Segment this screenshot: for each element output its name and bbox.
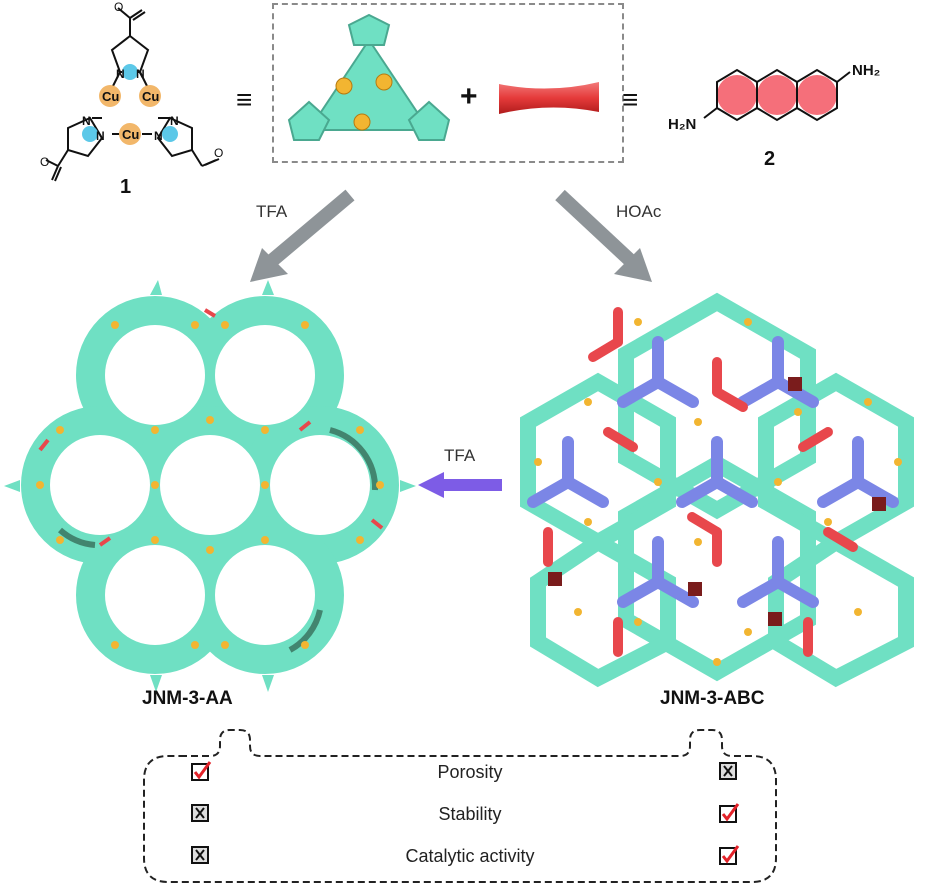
aa-catalytic-cross-icon [190,844,212,871]
abc-porosity-cross-icon [718,760,740,787]
comparison-row: Stability [190,802,750,844]
amine-top-label: NH₂ [852,62,881,79]
abc-stability-check-icon [718,802,740,829]
equivalence-symbol-right: ≡ [622,84,639,115]
compound-1-structure: Cu Cu Cu N N N N N N O O O [40,0,223,182]
comparison-row: Porosity [190,760,750,802]
svg-text:N: N [170,114,179,128]
jnm-3-aa-framework [4,280,416,692]
svg-text:N: N [154,129,163,143]
abc-catalytic-check-icon [718,844,740,871]
jnm-3-abc-framework [520,292,914,688]
building-block-box [272,3,624,163]
svg-text:O: O [214,146,223,160]
property-label: Porosity [437,762,503,782]
amine-left-label: H₂N [668,116,697,133]
linker-rod-model [499,82,599,114]
svg-text:N: N [96,129,105,143]
reaction-arrows [250,189,652,282]
svg-text:O: O [40,155,49,169]
tritopic-node-model [287,13,451,141]
svg-text:Cu: Cu [142,89,159,104]
svg-text:Cu: Cu [122,127,139,142]
svg-text:N: N [116,67,125,81]
conversion-arrow [418,472,502,498]
conversion-arrow-label: TFA [444,446,476,465]
svg-text:N: N [136,67,145,81]
property-label: Catalytic activity [405,846,535,866]
hoac-arrow-label: HOAc [616,202,662,221]
comparison-table: Porosity Stability Catalytic activity [190,760,750,886]
tfa-arrow-label: TFA [256,202,288,221]
jnm-3-abc-label: JNM-3-ABC [660,688,765,709]
comparison-box-outline [143,729,777,883]
comparison-row: Catalytic activity [190,844,750,886]
jnm-3-aa-label: JNM-3-AA [142,688,233,709]
svg-text:N: N [82,114,91,128]
property-label: Stability [438,804,502,824]
svg-text:Cu: Cu [102,89,119,104]
equivalence-symbol-left: ≡ [236,84,253,115]
compound-2-structure [703,68,851,122]
aa-porosity-check-icon [190,760,212,787]
compound-2-number: 2 [764,148,776,170]
aa-stability-cross-icon [190,802,212,829]
svg-text:O: O [114,0,123,14]
plus-symbol: + [460,80,478,113]
compound-1-number: 1 [120,176,132,198]
